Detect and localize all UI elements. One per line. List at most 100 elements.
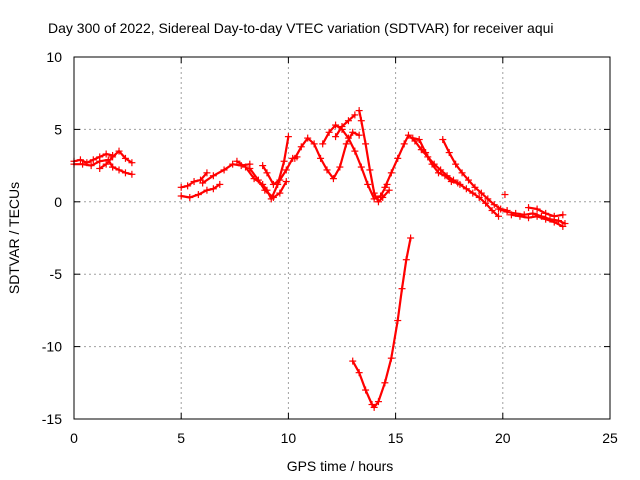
x-tick-label: 0	[70, 430, 78, 446]
data-point	[490, 201, 498, 209]
data-point	[441, 172, 449, 180]
data-point	[477, 189, 485, 197]
data-point	[349, 357, 357, 365]
data-point	[381, 183, 389, 191]
series-line	[411, 137, 459, 185]
data-point	[533, 205, 541, 213]
data-point	[374, 198, 382, 206]
data-point	[259, 162, 267, 170]
data-point	[464, 176, 472, 184]
data-point	[458, 169, 466, 177]
data-point	[102, 160, 110, 168]
x-tick-label: 15	[388, 430, 404, 446]
y-axis-title: SDTVAR / TECUs	[6, 182, 22, 294]
data-point	[355, 131, 363, 139]
series-line	[351, 236, 412, 409]
data-point	[216, 180, 224, 188]
data-point	[336, 163, 344, 171]
data-point	[89, 156, 97, 164]
data-point	[422, 149, 430, 157]
data-point	[409, 134, 417, 142]
data-point	[415, 136, 423, 144]
data-point	[194, 191, 202, 199]
x-tick-label: 20	[495, 430, 511, 446]
data-point	[190, 178, 198, 186]
data-point	[529, 209, 537, 217]
data-point	[351, 111, 359, 119]
data-point	[199, 179, 207, 187]
data-point	[342, 140, 350, 148]
data-point	[128, 170, 136, 178]
series-arc-18	[495, 205, 569, 228]
data-point	[533, 212, 541, 220]
data-point	[282, 166, 290, 174]
series-arc-20	[525, 204, 567, 220]
series-arc-15	[381, 131, 503, 220]
series-arc-14	[355, 107, 393, 206]
data-point	[398, 285, 406, 293]
data-point	[246, 164, 254, 172]
data-point	[374, 398, 382, 406]
data-point	[96, 164, 104, 172]
data-point	[385, 186, 393, 194]
data-point	[325, 128, 333, 136]
data-point	[284, 133, 292, 141]
data-point	[332, 133, 340, 141]
series-line	[334, 113, 356, 138]
series-arc-04	[109, 163, 136, 178]
data-point	[366, 166, 374, 174]
data-point	[338, 123, 346, 131]
x-tick-label: 5	[177, 430, 185, 446]
series-line	[248, 167, 288, 199]
data-point	[351, 147, 359, 155]
series-line	[358, 109, 391, 203]
y-tick-label: 10	[46, 49, 62, 65]
data-point	[550, 212, 558, 220]
data-point	[209, 172, 217, 180]
data-point	[434, 169, 442, 177]
series-arc-06	[177, 180, 224, 201]
data-point	[447, 178, 455, 186]
data-point	[555, 217, 563, 225]
data-point	[387, 169, 395, 177]
data-point	[329, 175, 337, 183]
data-point	[121, 169, 129, 177]
data-point	[229, 160, 237, 168]
x-tick-labels: 0 5 10 15 20 25	[70, 430, 618, 446]
data-point	[488, 206, 496, 214]
data-point	[276, 176, 284, 184]
data-point	[269, 193, 277, 201]
y-tick-labels: 10 5 0 -5 -10 -15	[42, 49, 62, 427]
data-point	[503, 208, 511, 216]
data-point	[184, 182, 192, 190]
data-point	[102, 150, 110, 158]
data-point	[297, 143, 305, 151]
data-point	[362, 140, 370, 148]
data-point	[362, 386, 370, 394]
data-point	[76, 156, 84, 164]
data-point	[87, 162, 95, 170]
data-point	[209, 185, 217, 193]
data-point	[115, 166, 123, 174]
data-point	[220, 166, 228, 174]
data-point	[280, 157, 288, 165]
data-point	[233, 157, 241, 165]
data-point	[507, 211, 515, 219]
data-point	[495, 212, 503, 220]
x-axis-title: GPS time / hours	[287, 458, 394, 474]
data-point	[482, 199, 490, 207]
data-point	[501, 191, 509, 199]
data-point	[559, 222, 567, 230]
data-point	[291, 154, 299, 162]
data-point	[454, 179, 462, 187]
data-point	[203, 186, 211, 194]
data-point	[355, 369, 363, 377]
data-point	[319, 140, 327, 148]
y-tick-label: -10	[42, 339, 62, 355]
data-point	[344, 134, 352, 142]
data-series	[70, 107, 569, 411]
data-point	[254, 176, 262, 184]
data-point	[462, 185, 470, 193]
data-point	[177, 183, 185, 191]
